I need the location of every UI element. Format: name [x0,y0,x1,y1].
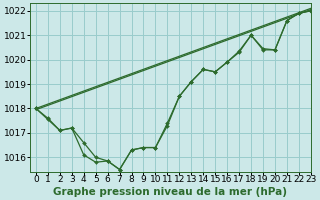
X-axis label: Graphe pression niveau de la mer (hPa): Graphe pression niveau de la mer (hPa) [53,187,287,197]
